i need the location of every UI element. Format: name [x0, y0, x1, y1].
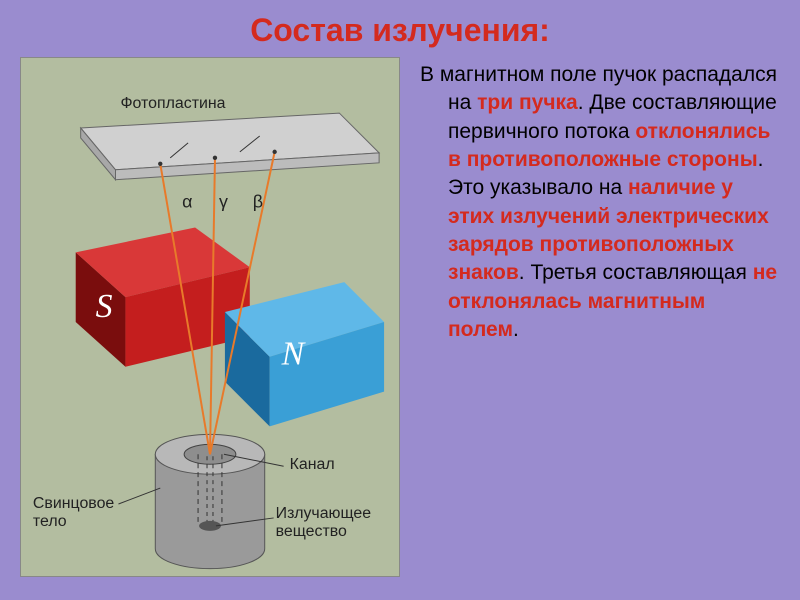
diagram-panel: α γ β S N Фотопластина Канал Свинцовое т…	[20, 57, 400, 577]
emitter-label-1: Излучающее	[276, 505, 372, 522]
mark-beta	[272, 150, 276, 154]
slide-title: Состав излучения:	[0, 0, 800, 57]
p-seg7: . Третья составляющая	[519, 261, 753, 284]
greek-alpha: α	[182, 192, 192, 212]
content-row: α γ β S N Фотопластина Канал Свинцовое т…	[0, 57, 800, 587]
paragraph: В магнитном поле пучок распадался на три…	[400, 57, 780, 587]
greek-gamma: γ	[219, 192, 228, 212]
diagram-svg: α γ β S N Фотопластина Канал Свинцовое т…	[21, 58, 399, 576]
plate-label: Фотопластина	[120, 95, 225, 112]
emitter-label-2: вещество	[276, 523, 347, 540]
lead-label-1: Свинцовое	[33, 495, 115, 512]
lead-label-2: тело	[33, 513, 67, 530]
mark-gamma	[213, 156, 217, 160]
mark-alpha	[158, 162, 162, 166]
magnet-s-letter: S	[96, 288, 113, 325]
slide: Состав излучения:	[0, 0, 800, 600]
magnet-n-letter: N	[281, 336, 307, 373]
p-seg2: три пучка	[477, 91, 578, 114]
lead-leader	[118, 488, 160, 504]
channel-label: Канал	[290, 456, 335, 473]
greek-beta: β	[253, 192, 263, 212]
p-seg9: .	[513, 318, 519, 341]
